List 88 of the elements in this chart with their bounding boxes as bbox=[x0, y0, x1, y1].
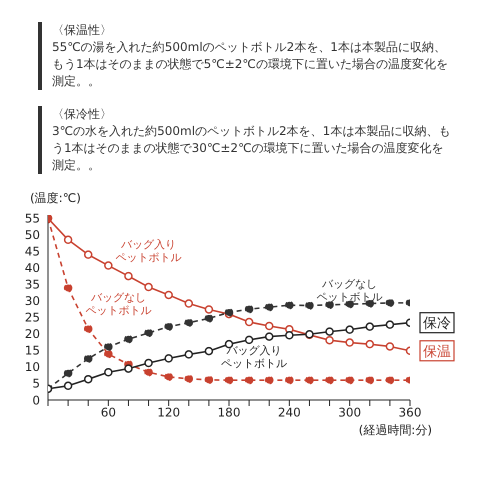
y-tick-label: 50 bbox=[24, 228, 40, 242]
y-tick-label: 30 bbox=[24, 294, 40, 308]
y-tick-label: 25 bbox=[24, 310, 40, 325]
point bbox=[345, 325, 354, 334]
point bbox=[104, 368, 113, 376]
point bbox=[144, 368, 153, 376]
point bbox=[184, 374, 194, 384]
point bbox=[244, 376, 254, 384]
annotation: 保冷 bbox=[423, 316, 451, 332]
x-tick-label: 180 bbox=[218, 406, 240, 420]
series-label: バッグなしペットボトル bbox=[316, 278, 383, 304]
point bbox=[164, 354, 173, 363]
point bbox=[184, 299, 194, 308]
point bbox=[305, 376, 314, 384]
y-tick-label: 45 bbox=[24, 244, 40, 259]
x-tick-label: 240 bbox=[278, 406, 301, 420]
point bbox=[184, 350, 194, 359]
y-tick-label: 20 bbox=[24, 327, 40, 342]
x-tick-label: 300 bbox=[338, 406, 362, 420]
point bbox=[264, 332, 274, 341]
point bbox=[264, 376, 274, 384]
point bbox=[64, 236, 72, 244]
y-tick-label: 55 bbox=[24, 212, 40, 226]
point bbox=[204, 376, 214, 384]
point bbox=[325, 336, 334, 344]
point bbox=[224, 376, 234, 384]
x-tick-label: 60 bbox=[100, 406, 116, 420]
y-tick-label: 15 bbox=[24, 344, 40, 358]
point bbox=[164, 290, 173, 300]
series-label: バッグ入りペットボトル bbox=[221, 344, 288, 370]
series-label: バッグ入りペットボトル bbox=[116, 238, 182, 264]
point bbox=[366, 322, 374, 331]
point bbox=[164, 372, 173, 382]
text: 〈保温性〉 bbox=[52, 22, 113, 39]
point bbox=[325, 376, 334, 384]
point bbox=[64, 382, 72, 390]
text: 〈保冷性〉 bbox=[52, 106, 113, 123]
point bbox=[164, 322, 173, 331]
x-tick-label: 120 bbox=[157, 406, 180, 420]
point bbox=[264, 322, 274, 330]
point bbox=[285, 300, 294, 310]
point bbox=[184, 318, 194, 327]
point bbox=[345, 376, 354, 384]
point bbox=[244, 304, 254, 314]
point bbox=[204, 314, 214, 323]
point bbox=[84, 250, 92, 259]
y-tick-label: 0 bbox=[32, 393, 40, 408]
point bbox=[386, 320, 394, 329]
text: 3℃の水を入れた約500mlのペットボトル2本を、1本は本製品に収納、もう1本はそのままの状態で30℃±2℃の環境下に置いた場合の温度変化を測定。。 bbox=[52, 123, 452, 174]
y-tick-label: 40 bbox=[24, 261, 40, 276]
y-tick-label: 35 bbox=[24, 278, 40, 292]
point bbox=[144, 328, 153, 338]
y-tick-label: 5 bbox=[32, 376, 40, 391]
point bbox=[244, 318, 254, 326]
point bbox=[144, 282, 153, 292]
point bbox=[104, 350, 113, 358]
point bbox=[124, 272, 133, 280]
y-tick-label: 10 bbox=[24, 360, 40, 374]
point bbox=[64, 368, 72, 378]
series-label: バッグなしペットボトル bbox=[85, 290, 152, 317]
point bbox=[124, 334, 133, 344]
point bbox=[305, 301, 314, 310]
annotation: 保温 bbox=[423, 344, 451, 360]
point bbox=[366, 376, 374, 384]
point bbox=[264, 302, 274, 312]
point bbox=[84, 324, 92, 334]
text: 55℃の湯を入れた約500mlのペットボトル2本を、1本は本製品に収納、もう1本はそのままの状態で5℃±2℃の環境下に置いた場合の温度変化を測定。。 bbox=[52, 39, 449, 90]
point bbox=[104, 261, 113, 270]
point bbox=[104, 342, 113, 352]
x-axis-title: (経過時間:分) bbox=[358, 422, 433, 439]
point bbox=[84, 374, 92, 384]
point bbox=[386, 376, 394, 384]
point bbox=[64, 284, 72, 292]
point bbox=[386, 342, 394, 351]
y-axis-title: (温度:℃) bbox=[29, 190, 82, 207]
point bbox=[285, 376, 294, 384]
point bbox=[386, 298, 394, 308]
point bbox=[285, 331, 294, 340]
point bbox=[84, 354, 92, 363]
point bbox=[204, 305, 214, 314]
point bbox=[366, 340, 374, 348]
point bbox=[204, 346, 214, 356]
point bbox=[345, 338, 354, 347]
point bbox=[124, 364, 133, 373]
point bbox=[144, 358, 153, 368]
x-tick-label: 360 bbox=[398, 406, 422, 420]
point bbox=[325, 327, 334, 336]
point bbox=[244, 336, 254, 344]
